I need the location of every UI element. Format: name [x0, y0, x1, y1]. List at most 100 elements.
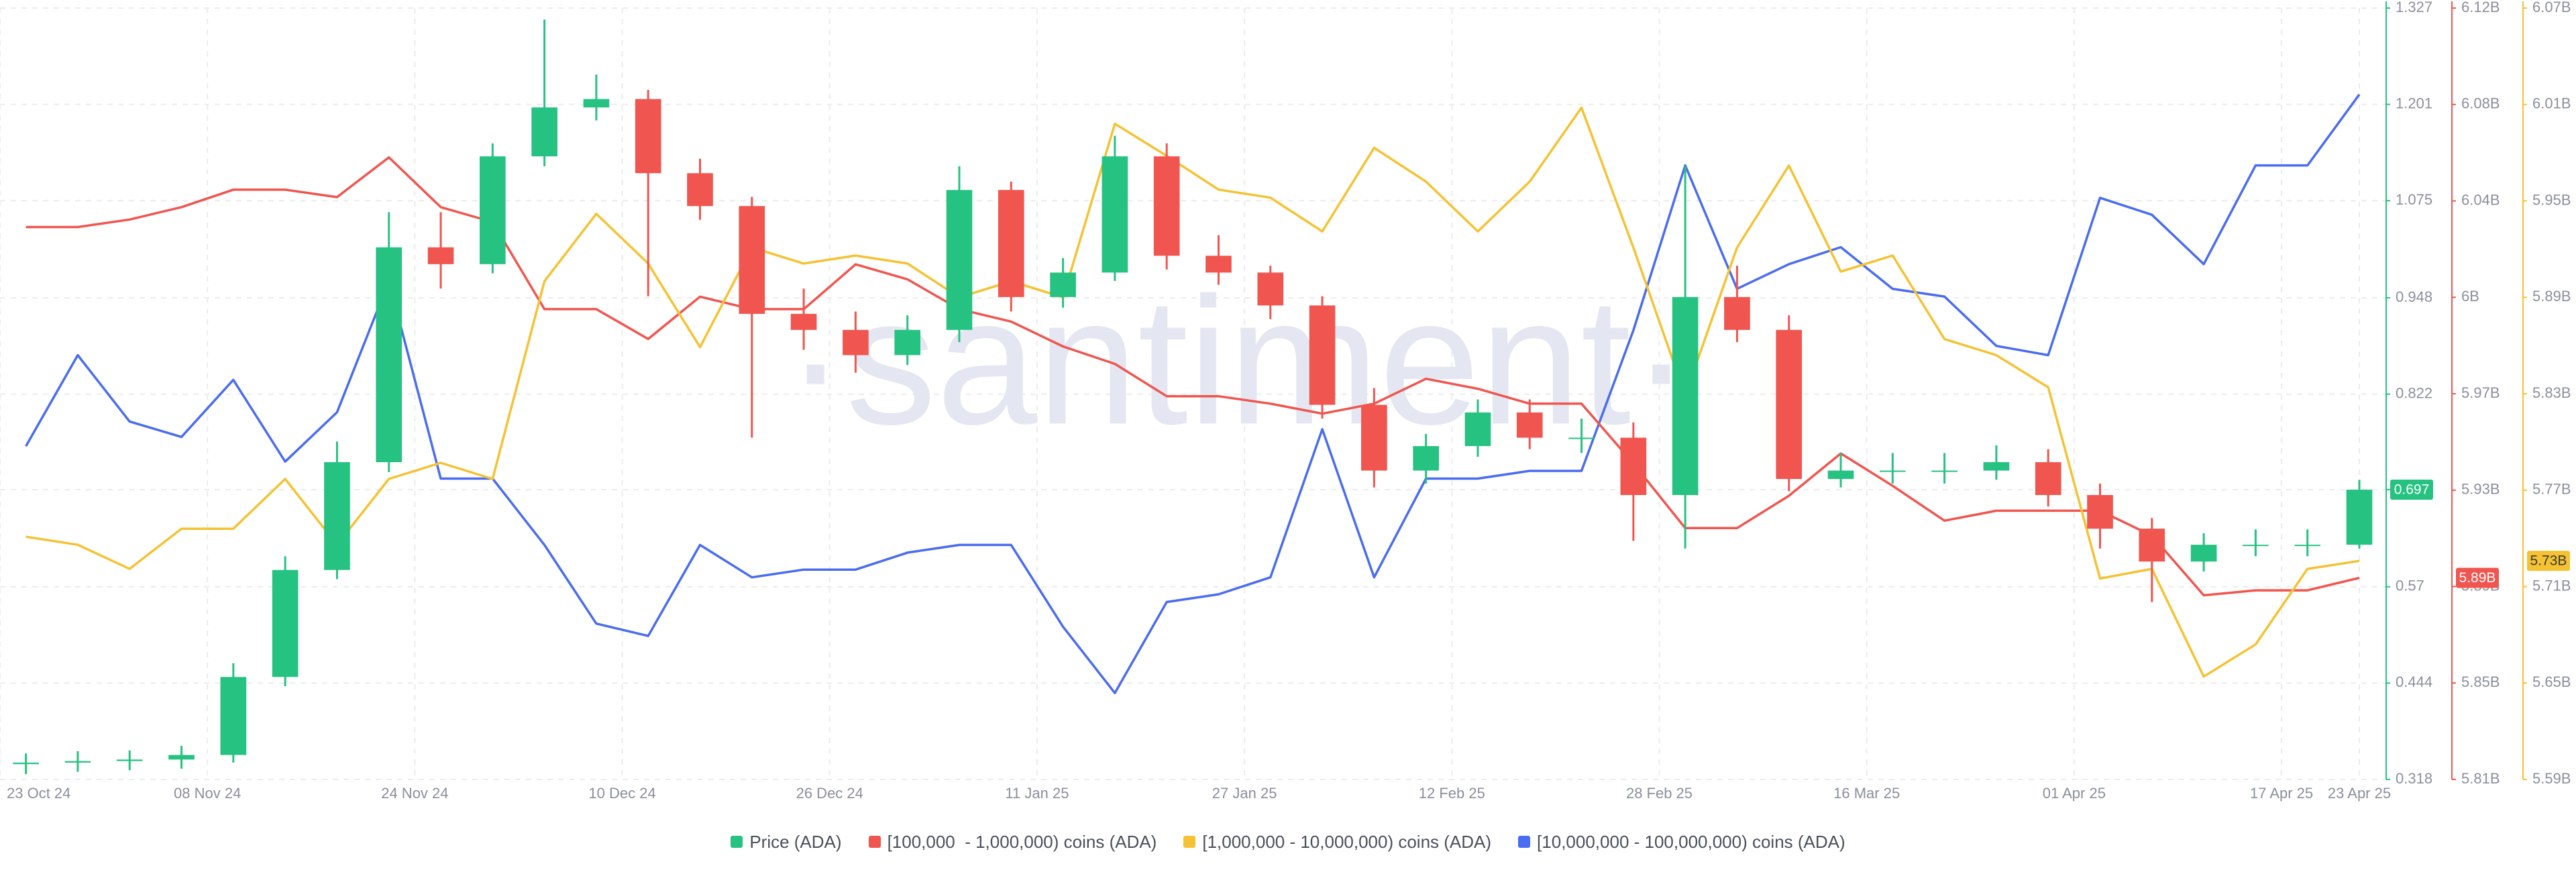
candle-body — [13, 762, 39, 765]
candle-body — [1516, 412, 1543, 438]
candle-body — [2243, 545, 2269, 547]
candle-body — [2346, 490, 2373, 545]
legend-item[interactable]: [10,000,000 - 100,000,000) coins (ADA) — [1518, 832, 1845, 853]
candle-body — [1205, 256, 1232, 273]
legend-item[interactable]: [1,000,000 - 10,000,000) coins (ADA) — [1183, 832, 1491, 853]
watermark: ·santiment· — [786, 260, 1691, 462]
candle-body — [998, 190, 1024, 297]
y-tick-label: 5.81B — [2461, 770, 2500, 787]
candle-body — [1983, 462, 2010, 471]
candle-body — [1361, 404, 1387, 471]
series-line — [25, 156, 2360, 597]
legend-item[interactable]: Price (ADA) — [731, 831, 842, 853]
candle-body — [635, 99, 661, 174]
candle-body — [1102, 156, 1128, 273]
candle-body — [1672, 296, 1699, 496]
candle-body — [790, 313, 817, 330]
candle-body — [2035, 462, 2061, 496]
y-tick-label: 6.01B — [2532, 95, 2571, 112]
y-tick-label: 6.12B — [2461, 0, 2500, 15]
value-tag-label: 5.89B — [2459, 570, 2496, 586]
x-tick-label: 23 Oct 24 — [7, 785, 70, 802]
y-tick-label: 5.97B — [2461, 384, 2500, 401]
y-tick-label: 1.201 — [2396, 95, 2432, 111]
series-line — [25, 93, 2361, 694]
candle-body — [1724, 296, 1750, 330]
x-tick-label: 08 Nov 24 — [174, 785, 241, 802]
candle-body — [2294, 545, 2321, 547]
x-tick-label: 27 Jan 25 — [1212, 785, 1277, 802]
y-tick-label: 5.93B — [2461, 481, 2500, 498]
candle-body — [1880, 470, 1906, 472]
y-tick-label: 5.71B — [2532, 577, 2571, 594]
candle-body — [220, 677, 247, 755]
candle-body — [894, 329, 921, 356]
y-tick-label: 5.59B — [2532, 770, 2571, 787]
y-tick-label: 5.95B — [2532, 191, 2571, 208]
y-tick-label: 0.822 — [2396, 384, 2432, 401]
legend-label: [10,000,000 - 100,000,000) coins (ADA) — [1537, 831, 1845, 852]
candle-body — [272, 569, 299, 677]
x-tick-label: 28 Feb 25 — [1626, 785, 1693, 802]
legend-swatch — [868, 836, 881, 848]
value-tag — [2456, 567, 2499, 588]
y-tick-label: 6.07B — [2532, 0, 2571, 15]
candle-body — [1050, 272, 1076, 297]
candle-body — [739, 206, 765, 314]
candle-body — [843, 329, 869, 356]
candle-body — [64, 761, 91, 763]
x-tick-label: 01 Apr 25 — [2043, 785, 2106, 802]
legend-swatch — [1183, 836, 1196, 848]
candle-body — [116, 759, 143, 761]
x-tick-label: 12 Feb 25 — [1419, 785, 1485, 802]
candle-body — [2139, 529, 2165, 562]
x-tick-label: 26 Dec 24 — [796, 785, 863, 802]
y-tick-label: 0.318 — [2396, 770, 2432, 787]
y-tick-label: 5.65B — [2532, 673, 2571, 690]
legend-swatch — [731, 836, 743, 848]
value-tag — [2390, 480, 2433, 500]
x-tick-label: 24 Nov 24 — [381, 785, 448, 802]
legend-label: [100,000 - 1,000,000) coins (ADA) — [887, 831, 1157, 852]
chart: 23 Oct 24 08 Nov 24 24 Nov 24 10 Dec 24 26 D… — [0, 0, 2571, 802]
y-tick-label: 5.85B — [2461, 673, 2500, 690]
candle-body — [2190, 545, 2217, 562]
value-tag — [2527, 551, 2570, 571]
x-tick-label: 17 Apr 25 — [2250, 785, 2313, 802]
candle-body — [1620, 437, 1647, 496]
candle-body — [427, 247, 454, 264]
value-tag-label: 5.73B — [2530, 553, 2567, 569]
candle-body — [1257, 272, 1284, 306]
x-tick-label: 10 Dec 24 — [588, 785, 655, 802]
y-tick-label: 6.04B — [2461, 191, 2500, 208]
value-tag-label: 0.697 — [2394, 482, 2430, 498]
candle-body — [479, 156, 506, 264]
y-tick-label: 5.83B — [2532, 384, 2571, 401]
candle-body — [1309, 305, 1336, 405]
y-tick-label: 0.57 — [2396, 578, 2424, 594]
candle-body — [2087, 495, 2113, 529]
y-tick-label: 5.89B — [2532, 288, 2571, 305]
candle-body — [1931, 470, 1957, 472]
legend-label: [1,000,000 - 10,000,000) coins (ADA) — [1202, 831, 1492, 852]
candle-body — [531, 107, 557, 157]
candle-body — [1153, 156, 1180, 256]
legend-item[interactable]: [100,000 - 1,000,000) coins (ADA) — [868, 831, 1157, 853]
candle-body — [1827, 470, 1854, 480]
candle-body — [583, 99, 610, 108]
y-tick-label: 1.327 — [2396, 0, 2432, 15]
candle-body — [1568, 437, 1595, 439]
legend-label: Price (ADA) — [749, 831, 842, 852]
candle-body — [946, 190, 973, 330]
x-tick-label: 11 Jan 25 — [1005, 785, 1069, 802]
candle-body — [324, 462, 350, 570]
y-tick-label: 6B — [2461, 288, 2479, 305]
series-line — [25, 106, 2360, 678]
legend-swatch — [1518, 836, 1531, 848]
y-tick-label: 6.08B — [2461, 95, 2500, 112]
candle-body — [1413, 446, 1439, 471]
candle-body — [1776, 329, 1803, 480]
y-tick-label: 5.77B — [2532, 481, 2571, 498]
x-tick-label: 23 Apr 25 — [2328, 785, 2391, 802]
